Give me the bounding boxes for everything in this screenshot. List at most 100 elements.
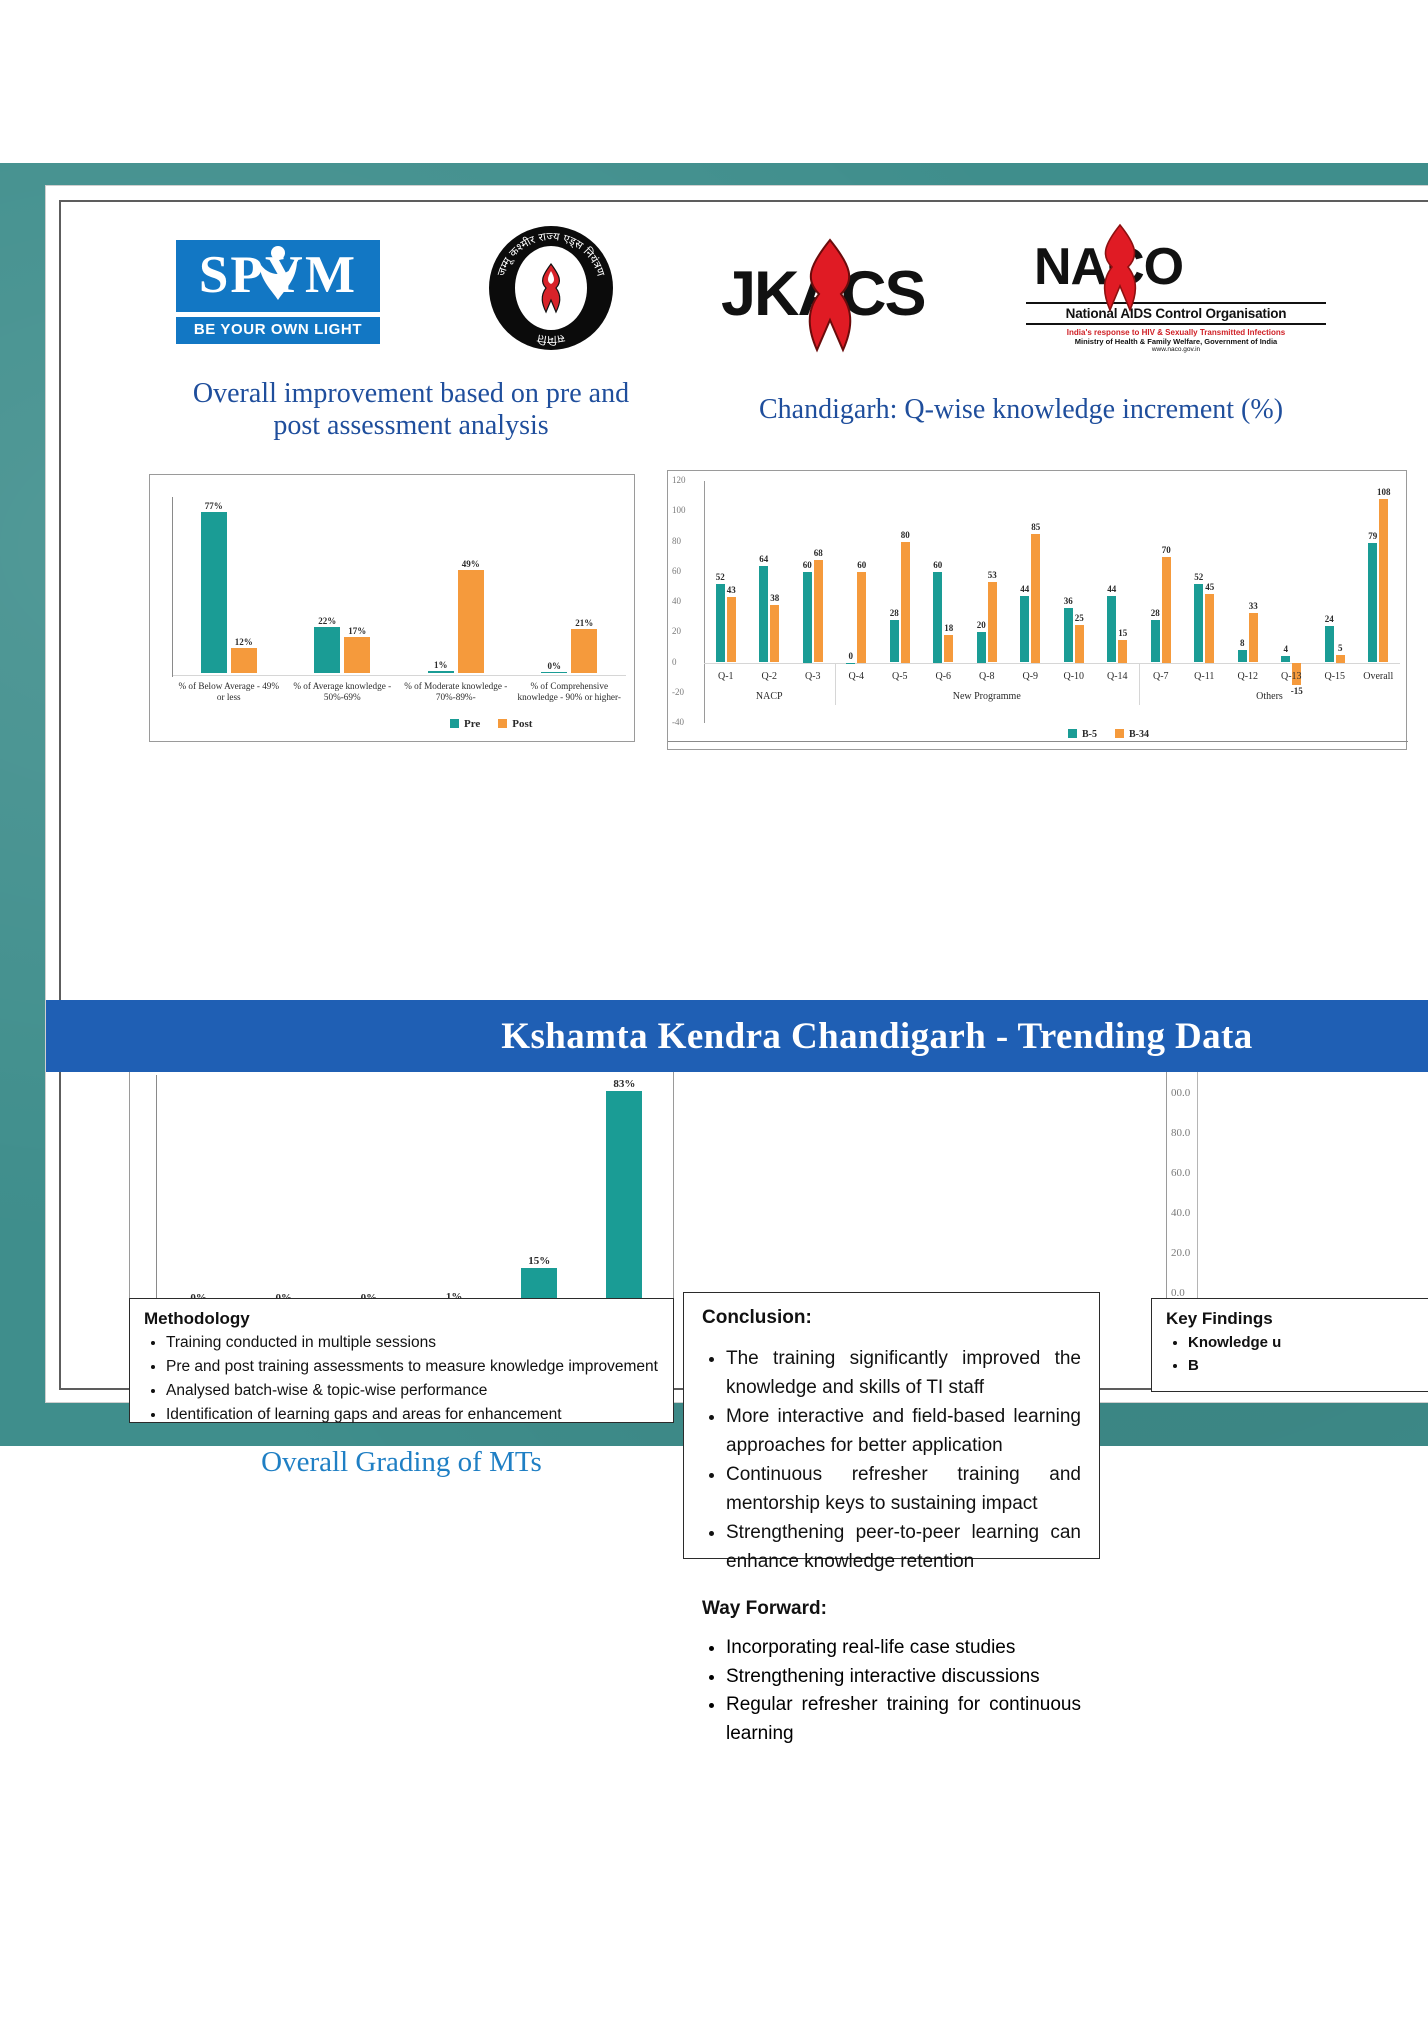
bar-value-label: 33 xyxy=(1248,600,1258,611)
bar-b-5-Q-6 xyxy=(933,571,943,663)
chart4-y-axis xyxy=(1197,1045,1198,1307)
key-findings-heading: Key Findings xyxy=(1166,1309,1273,1328)
y-tick-40: 40 xyxy=(672,596,681,606)
bar-post-0 xyxy=(230,647,257,673)
bar-pre-3 xyxy=(541,671,568,673)
group-separator xyxy=(834,662,836,705)
bar-value-label: 85 xyxy=(1031,521,1041,532)
bar-b-5-Q-11 xyxy=(1194,583,1204,663)
spym-tagline: BE YOUR OWN LIGHT xyxy=(176,317,380,344)
category-label-Q-5: Q-5 xyxy=(891,670,908,682)
category-label-Overall: Overall xyxy=(1363,670,1394,682)
bar-value-label: 60 xyxy=(802,559,812,570)
y-tick--20: -20 xyxy=(672,686,684,697)
chart2-y-axis xyxy=(704,481,705,723)
way-forward-item: Regular refresher training for continuou… xyxy=(726,1691,1081,1748)
bar-value-label: 83% xyxy=(613,1078,636,1091)
bar-b-34-Q-7 xyxy=(1161,556,1171,663)
bar-value-label: 4 xyxy=(1283,644,1289,655)
bar-pre-1 xyxy=(314,626,341,673)
y-tick-1: 00.0 xyxy=(1171,1087,1191,1099)
bar-value-label: 52 xyxy=(715,571,725,582)
logo-jkacs: JKACS xyxy=(721,238,927,353)
bar-b-5-Q-5 xyxy=(889,620,899,663)
category-label-Q-8: Q-8 xyxy=(978,670,995,682)
bar-b-34-Q-4 xyxy=(857,571,867,663)
chart1-baseline xyxy=(172,675,626,676)
y-tick-0: 0 xyxy=(672,656,677,667)
y-tick-60: 60 xyxy=(672,565,681,576)
chart2-plot: -40 -20 0 20 40 60 80 100 120 52 43 Q-1 64 38 Q-2 60 68 Q… xyxy=(668,471,1408,749)
left-chart-title: Overall improvement based on pre and pos… xyxy=(192,378,630,442)
bar-value-label: 60 xyxy=(857,559,867,570)
bar-value-label: 36 xyxy=(1063,596,1073,607)
chart1-legend: Pre Post xyxy=(450,718,532,730)
y-tick--40: -40 xyxy=(672,717,684,727)
svg-text:जम्मू कश्मीर राज्य एड्स नियंत्: जम्मू कश्मीर राज्य एड्स नियंत्रण xyxy=(495,230,608,279)
naco-ministry: Ministry of Health & Family Welfare, Gov… xyxy=(1074,337,1278,346)
key-findings-box: Key Findings Knowledge uB xyxy=(1151,1298,1428,1392)
key-findings-list: Knowledge uB xyxy=(1166,1331,1428,1378)
bar-value-label: 25 xyxy=(1074,612,1084,623)
bar-value-label: 28 xyxy=(889,608,899,619)
y-tick-120: 120 xyxy=(672,475,686,485)
seal-center xyxy=(515,246,587,330)
category-label-Q-7: Q-7 xyxy=(1152,670,1169,682)
conclusion-item: More interactive and field-based learnin… xyxy=(726,1403,1081,1460)
bar-grading-5 xyxy=(606,1091,643,1307)
conclusion-item: Continuous refresher training and mentor… xyxy=(726,1461,1081,1518)
bar-value-label: 70 xyxy=(1161,544,1171,555)
category-label: % of Below Average - 49% or less xyxy=(178,681,280,702)
category-label-Q-6: Q-6 xyxy=(935,670,952,682)
conclusion-box: Conclusion: The training significantly i… xyxy=(683,1292,1100,1744)
bar-b-34-Overall xyxy=(1379,499,1389,663)
category-label-Q-12: Q-12 xyxy=(1237,670,1259,682)
aids-ribbon-icon xyxy=(1103,223,1137,312)
spym-wordmark: SPYM xyxy=(176,240,380,312)
bar-b-5-Q-7 xyxy=(1150,620,1160,663)
bar-pre-0 xyxy=(200,511,227,673)
bar-pre-2 xyxy=(427,670,454,673)
bar-value-label: 28 xyxy=(1150,608,1160,619)
bar-value-label: 68 xyxy=(813,547,823,558)
methodology-item: Identification of learning gaps and area… xyxy=(166,1403,659,1427)
methodology-box: Methodology Training conducted in multip… xyxy=(129,1298,674,1423)
bar-b-34-Q-15 xyxy=(1335,654,1345,663)
category-label: % of Moderate knowledge - 70%-89%- xyxy=(404,681,508,702)
bar-b-34-Q-14 xyxy=(1118,639,1128,663)
bar-value-label: 21% xyxy=(575,618,594,629)
way-forward-item: Strengthening interactive discussions xyxy=(726,1663,1081,1692)
key-finding-item: B xyxy=(1188,1354,1428,1377)
chart2-zero-line xyxy=(704,662,1400,664)
bar-b-34-Q-10 xyxy=(1074,624,1084,663)
bar-value-label: -15 xyxy=(1290,686,1303,697)
seal-devanagari-text: जम्मू कश्मीर राज्य एड्स नियंत्रण समिति xyxy=(495,230,608,346)
methodology-item: Pre and post training assessments to mea… xyxy=(166,1355,659,1379)
bar-b-5-Q-4 xyxy=(846,662,856,664)
y-tick-100: 100 xyxy=(672,505,686,516)
bar-b-5-Q-2 xyxy=(759,565,769,663)
methodology-item: Analysed batch-wise & topic-wise perform… xyxy=(166,1379,659,1403)
naco-website: www.naco.gov.in xyxy=(1151,346,1201,353)
bar-b-5-Q-8 xyxy=(976,632,986,663)
bar-value-label: 52 xyxy=(1194,571,1204,582)
y-tick-20: 20 xyxy=(672,626,681,637)
bar-post-2 xyxy=(457,570,484,673)
bar-value-label: 15 xyxy=(1118,627,1128,638)
methodology-item: Training conducted in multiple sessions xyxy=(166,1331,659,1355)
chart-pre-post-improvement: 77% 12% % of Below Average - 49% or less 22… xyxy=(149,474,635,742)
legend-label: B-5 xyxy=(1082,729,1097,740)
way-forward-item: Incorporating real-life case studies xyxy=(726,1634,1081,1663)
y-tick-80: 80 xyxy=(672,535,681,546)
bar-value-label: 45 xyxy=(1205,582,1215,593)
methodology-list: Training conducted in multiple sessionsP… xyxy=(144,1331,659,1427)
category-label-Q-1: Q-1 xyxy=(717,670,734,682)
bar-b-5-Q-13 xyxy=(1281,656,1291,663)
bar-value-label: 17% xyxy=(348,626,367,637)
conclusion-item: The training significantly improved the … xyxy=(726,1345,1081,1402)
category-label-Q-4: Q-4 xyxy=(848,670,865,682)
bar-value-label: 5 xyxy=(1338,642,1343,653)
bar-value-label: 0% xyxy=(547,660,562,671)
bar-value-label: 108 xyxy=(1377,487,1391,498)
legend-label: B-34 xyxy=(1129,729,1149,740)
